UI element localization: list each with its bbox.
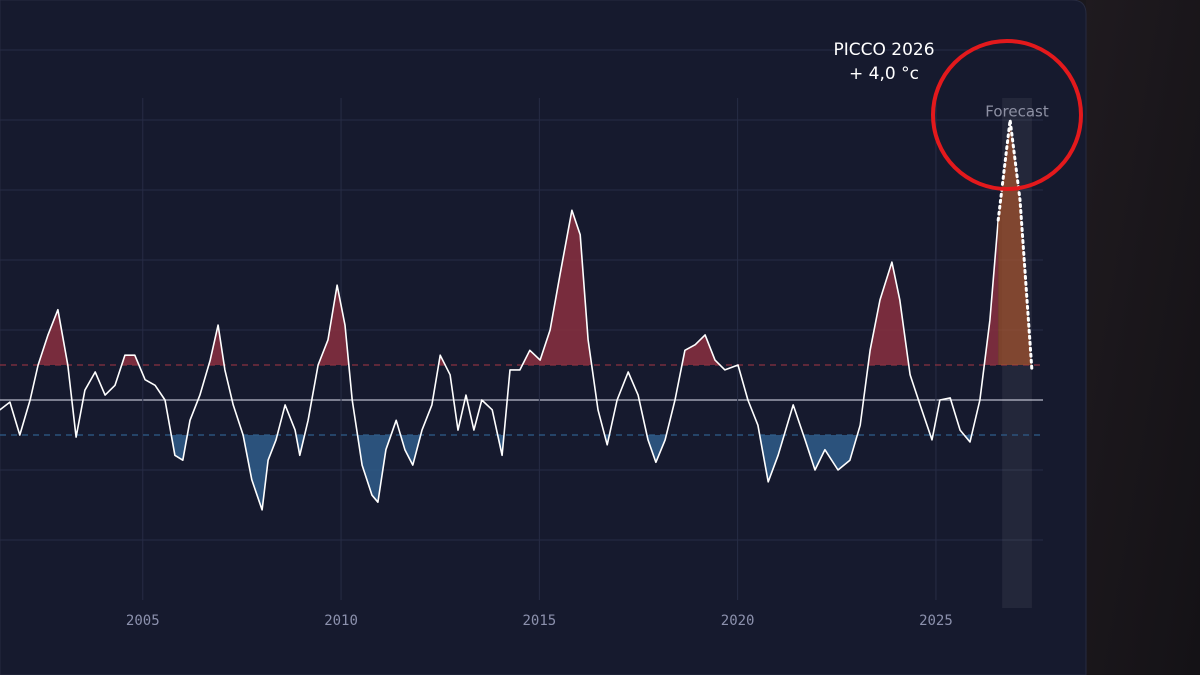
anomaly-area bbox=[0, 210, 999, 365]
x-tick-label: 2015 bbox=[522, 613, 556, 629]
plot-area: 2005 2010 2015 2020 2025 Forecast bbox=[0, 49, 1049, 629]
panel bbox=[0, 0, 1087, 675]
anomaly-area bbox=[998, 120, 1032, 365]
x-tick-label: 2025 bbox=[919, 613, 953, 629]
annotation-text: + 4,0 °c bbox=[849, 64, 919, 84]
series-line bbox=[996, 118, 1034, 372]
annotation-title: PICCO 2026 bbox=[833, 40, 934, 60]
forecast-label: Forecast bbox=[985, 103, 1049, 121]
x-tick-label: 2005 bbox=[126, 613, 160, 629]
side-background bbox=[1086, 0, 1200, 675]
x-tick-label: 2010 bbox=[324, 613, 358, 629]
anomaly-area bbox=[0, 435, 999, 510]
highlight-circle bbox=[931, 39, 1083, 191]
x-tick-label: 2020 bbox=[721, 613, 755, 629]
series-line bbox=[0, 209, 999, 511]
